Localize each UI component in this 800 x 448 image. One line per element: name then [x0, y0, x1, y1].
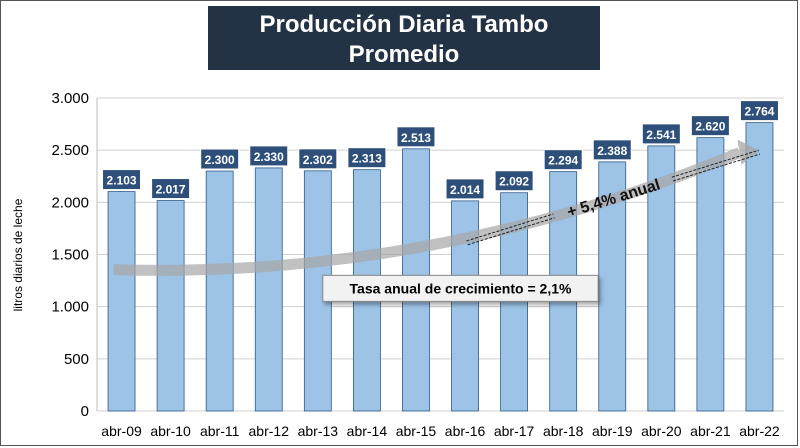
data-label-box: [739, 100, 779, 122]
data-label: 2.541: [646, 128, 676, 142]
data-label: 2.330: [254, 150, 284, 164]
data-label: 2.294: [548, 154, 578, 168]
y-tick-label: 2.500: [51, 142, 89, 159]
data-label-box: [102, 169, 142, 191]
data-label: 2.764: [744, 105, 774, 119]
x-tick-label: abr-13: [298, 423, 339, 439]
data-label-box: [298, 148, 338, 170]
x-tick-label: abr-20: [641, 423, 682, 439]
trend-dash-line: [672, 153, 761, 182]
title-box: Producción Diaria Tambo Promedio - últim…: [208, 6, 600, 91]
x-tick-label: abr-11: [200, 423, 240, 439]
data-label-box: [200, 148, 240, 170]
y-tick-label: 500: [64, 351, 89, 368]
trend-arrow: [113, 139, 760, 276]
chart-subtitle: - últimos 13 años: mes de abril de cada …: [233, 72, 575, 91]
data-label-box: [396, 126, 436, 148]
bar: [254, 167, 283, 412]
y-tick-label: 1.500: [51, 247, 89, 264]
x-tick-label: abr-21: [690, 423, 731, 439]
data-label-box: [592, 139, 632, 161]
x-tick-label: abr-14: [347, 423, 388, 439]
data-labels: 2.103 2.017 2.300 2.330 2.302 2.313 2.513 2.014…: [102, 100, 779, 200]
data-label: 2.014: [450, 183, 480, 197]
x-tick-label: abr-22: [739, 423, 780, 439]
data-label-box: [445, 178, 485, 200]
data-label: 2.513: [401, 131, 431, 145]
x-tick-label: abr-18: [543, 423, 584, 439]
trend-dash-line: [467, 217, 555, 246]
bar: [745, 122, 774, 412]
y-tick-label: 1.000: [51, 299, 89, 316]
bar: [696, 137, 725, 412]
chart-title: Producción Diaria Tambo Promedio: [259, 11, 549, 68]
data-label-box: [690, 115, 730, 137]
x-tick-label: abr-09: [101, 423, 142, 439]
y-tick-labels: 0 500 1.000 1.500 2.000 2.500 3.000: [51, 90, 89, 420]
data-label: 2.313: [352, 152, 382, 166]
y-axis-label: litros diarios de leche: [11, 198, 25, 311]
data-label: 2.302: [303, 153, 333, 167]
trend-dash-line: [671, 149, 760, 178]
trend-dash-line: [466, 213, 554, 242]
data-label: 2.092: [499, 175, 529, 189]
y-tick-label: 3.000: [51, 90, 89, 107]
data-label-box: [494, 170, 534, 192]
growth-rate-text: Tasa anual de crecimiento = 2,1%: [350, 280, 572, 296]
data-label: 2.103: [107, 174, 137, 188]
x-tick-label: abr-15: [396, 423, 437, 439]
x-tick-label: abr-16: [445, 423, 486, 439]
data-label-box: [543, 149, 583, 171]
data-label: 2.388: [597, 144, 627, 158]
y-tick-label: 0: [81, 403, 89, 420]
data-label-box: [641, 123, 681, 145]
growth-rate-box: [322, 274, 599, 302]
x-tick-label: abr-19: [592, 423, 633, 439]
data-label: 2.620: [695, 120, 725, 134]
x-tick-labels: abr-09 abr-10 abr-11 abr-12 abr-13 abr-14 abr-…: [101, 423, 780, 439]
trend-arrow-head: [737, 139, 760, 165]
y-tick-label: 2.000: [51, 194, 89, 211]
data-label-box: [347, 147, 387, 169]
data-label-box: [249, 145, 289, 167]
bar: [156, 200, 185, 412]
data-label: 2.017: [156, 183, 186, 197]
bar: [205, 170, 234, 412]
trend-arrow-shaft: [113, 147, 742, 276]
gridlines: [96, 97, 784, 412]
x-tick-label: abr-17: [494, 423, 535, 439]
data-label-box: [151, 178, 191, 200]
x-tick-label: abr-12: [249, 423, 290, 439]
data-label: 2.300: [205, 153, 235, 167]
bar: [107, 191, 136, 412]
x-tick-label: abr-10: [150, 423, 191, 439]
